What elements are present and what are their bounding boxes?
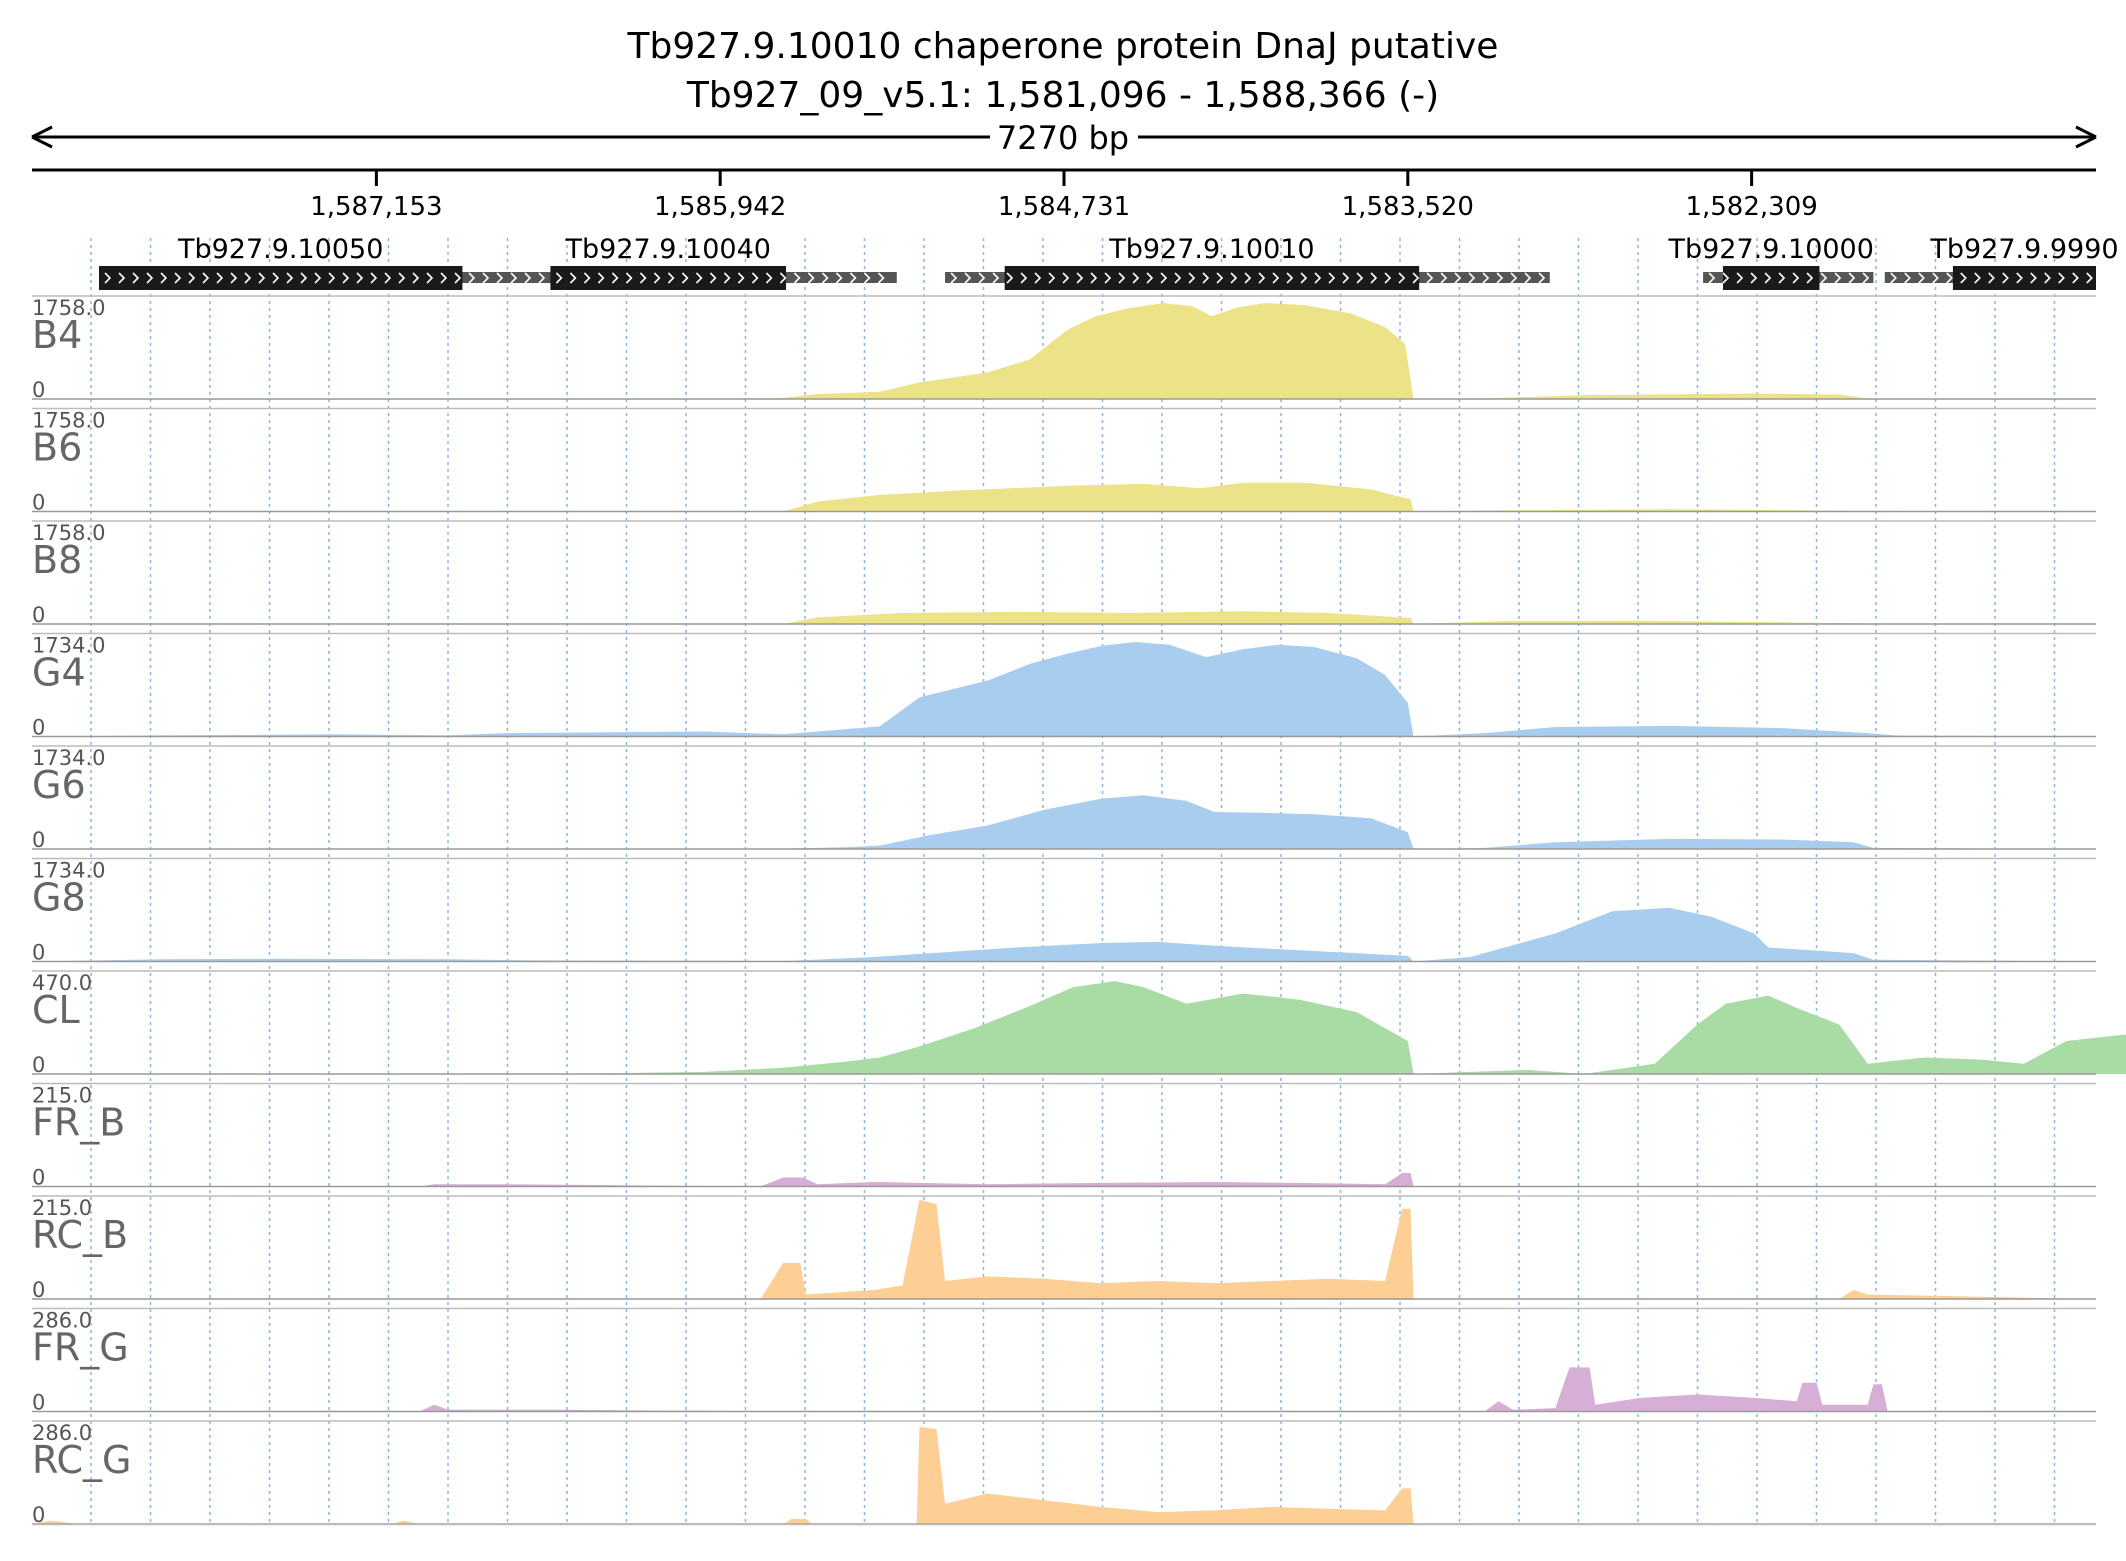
gene-annotation-track: Tb927.9.10050 Tb927.9.10040 Tb927.9.10010 T…	[99, 234, 2119, 290]
track-b8: 1758.0B8 0	[32, 520, 2096, 627]
strand-chevrons	[1708, 272, 1870, 284]
track-max-label: 470.0	[32, 971, 92, 995]
coverage-tracks: 1758.0B401758.0B601758.0B801734.0G401734…	[32, 295, 2126, 1527]
track-max-label: 215.0	[32, 1084, 92, 1108]
track-min-label: 0	[32, 378, 45, 402]
gene-tb927-9-10040[interactable]: Tb927.9.10040	[550, 234, 897, 290]
track-name-label: G6	[32, 763, 86, 807]
chart-title-line2: Tb927_09_v5.1: 1,581,096 - 1,588,366 (-)	[686, 75, 1439, 116]
track-max-label: 1734.0	[32, 859, 105, 883]
axis-tick-label: 1,585,942	[654, 192, 786, 222]
track-name-label: G4	[32, 651, 86, 695]
coverage-area	[32, 1173, 2096, 1187]
gene-tb927-9-10000[interactable]: Tb927.9.10000	[1668, 234, 1874, 290]
track-min-label: 0	[32, 1391, 45, 1415]
axis-tick-label: 1,584,731	[998, 192, 1130, 222]
track-rc-b: 215.0RC_B 0	[32, 1195, 2096, 1302]
gene-label: Tb927.9.10050	[177, 234, 383, 265]
coverage-area	[32, 482, 2096, 512]
gene-tb927-9-9990[interactable]: Tb927.9.9990	[1884, 234, 2119, 290]
track-name-label: B4	[32, 313, 82, 357]
track-max-label: 286.0	[32, 1421, 92, 1445]
coverage-area	[32, 642, 2096, 737]
grid-lines	[90, 238, 2056, 1526]
track-g8: 1734.0G8 0	[32, 857, 2096, 965]
coverage-area	[32, 1427, 2096, 1524]
track-max-label: 1758.0	[32, 409, 105, 433]
gene-cds-block	[550, 266, 787, 290]
track-min-label: 0	[32, 828, 45, 852]
coverage-area	[32, 795, 2096, 849]
track-name-label: B8	[32, 538, 82, 582]
track-min-label: 0	[32, 1166, 45, 1190]
track-rc-g: 286.0RC_G 0	[32, 1420, 2096, 1527]
track-name-label: FR_B	[32, 1101, 125, 1145]
track-name-label: RC_G	[32, 1438, 132, 1482]
track-fr-g: 286.0FR_G 0	[32, 1307, 2096, 1415]
coverage-area	[32, 1367, 2096, 1412]
strand-chevrons	[104, 272, 588, 284]
track-name-label: B6	[32, 426, 82, 470]
track-max-label: 1758.0	[32, 296, 105, 320]
axis-tick-label: 1,583,520	[1342, 192, 1474, 222]
track-name-label: CL	[32, 988, 80, 1032]
track-b6: 1758.0B6 0	[32, 407, 2096, 515]
track-max-label: 215.0	[32, 1196, 92, 1220]
track-min-label: 0	[32, 1278, 45, 1302]
coverage-area	[32, 981, 2126, 1074]
track-g4: 1734.0G4 0	[32, 632, 2096, 740]
track-min-label: 0	[32, 491, 45, 515]
gene-cds-block	[99, 266, 463, 290]
chart-title-line1: Tb927.9.10010 chaperone protein DnaJ put…	[627, 26, 1499, 67]
gene-label: Tb927.9.9990	[1929, 234, 2118, 265]
coverage-area	[32, 907, 2096, 962]
coverage-area	[32, 1199, 2096, 1299]
gene-cds-block	[1004, 266, 1420, 290]
axis-tick-label: 1,582,309	[1685, 192, 1817, 222]
strand-chevrons	[1890, 272, 2093, 284]
track-cl: 470.0CL 0	[32, 970, 2126, 1077]
track-min-label: 0	[32, 603, 45, 627]
track-fr-b: 215.0FR_B 0	[32, 1082, 2096, 1190]
track-name-label: RC_B	[32, 1213, 128, 1257]
gene-tb927-9-10010[interactable]: Tb927.9.10010	[945, 234, 1550, 290]
track-min-label: 0	[32, 1503, 45, 1527]
gene-tb927-9-10050[interactable]: Tb927.9.10050	[99, 234, 596, 290]
region-span-ruler: 7270 bp	[31, 118, 2097, 157]
strand-chevrons	[555, 272, 885, 284]
gene-label: Tb927.9.10040	[565, 234, 771, 265]
track-max-label: 1758.0	[32, 521, 105, 545]
track-name-label: FR_G	[32, 1326, 129, 1370]
track-min-label: 0	[32, 1053, 45, 1077]
track-max-label: 1734.0	[32, 634, 105, 658]
track-max-label: 286.0	[32, 1309, 92, 1333]
track-name-label: G8	[32, 876, 86, 920]
strand-chevrons	[950, 272, 1546, 284]
coordinate-axis: 1,587,153 1,585,942 1,584,731 1,583,520 1,58…	[32, 168, 2096, 222]
gene-label: Tb927.9.10000	[1668, 234, 1874, 265]
track-g6: 1734.0G6 0	[32, 745, 2096, 852]
span-length-label: 7270 bp	[997, 119, 1129, 157]
track-min-label: 0	[32, 716, 45, 740]
coverage-area	[32, 303, 2096, 399]
axis-tick-label: 1,587,153	[310, 192, 442, 222]
track-b4: 1758.0B4 0	[32, 295, 2096, 402]
track-min-label: 0	[32, 941, 45, 965]
coverage-area	[32, 611, 2096, 624]
gene-cds-block	[1952, 266, 2096, 290]
track-max-label: 1734.0	[32, 746, 105, 770]
gene-label: Tb927.9.10010	[1108, 234, 1314, 265]
gene-cds-block	[1722, 266, 1820, 290]
